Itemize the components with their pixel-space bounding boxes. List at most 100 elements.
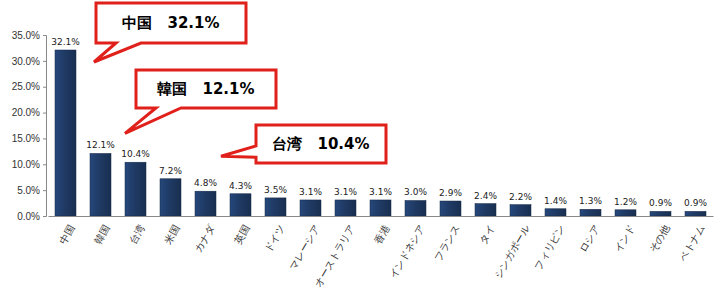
x-tick: ロシア (577, 223, 602, 254)
x-tick: ドイツ (262, 223, 287, 254)
y-tick: 5.0% (17, 185, 46, 196)
x-axis: 中国韓国台湾米国カナダ英国ドイツマレーシアオーストラリア香港インドネシアフランス… (49, 217, 714, 289)
x-tick-label: オーストラリア (312, 223, 357, 289)
bar (370, 200, 391, 216)
x-tick: 香港 (372, 223, 392, 246)
x-tick-label: フランス (432, 223, 462, 263)
x-tick: オーストラリア (312, 223, 357, 289)
data-label: 1.3% (579, 196, 602, 206)
bar (650, 211, 671, 216)
y-tick-label: 10.0% (12, 159, 40, 170)
bar (440, 201, 461, 216)
callout-box (94, 3, 246, 62)
x-tick: シンガポール (492, 223, 532, 280)
y-tick-mark (43, 61, 46, 62)
y-tick-mark (43, 190, 46, 191)
data-label: 1.2% (614, 197, 637, 207)
data-label: 10.4% (121, 149, 150, 159)
x-tick: インド (612, 223, 637, 254)
data-label: 1.4% (544, 196, 567, 206)
y-tick-label: 15.0% (12, 133, 40, 144)
y-tick-mark (43, 164, 46, 165)
data-label: 4.3% (229, 181, 252, 191)
bar (545, 209, 566, 216)
x-tick: 韓国 (92, 223, 112, 246)
bar (265, 198, 286, 216)
y-tick-label: 20.0% (12, 107, 40, 118)
data-label: 4.8% (194, 178, 217, 188)
x-tick: インドネシア (387, 223, 427, 280)
bar (160, 179, 181, 216)
x-tick-label: 中国 (57, 223, 77, 246)
data-label: 3.1% (299, 187, 322, 197)
y-tick-mark (43, 87, 46, 88)
y-tick: 10.0% (12, 159, 46, 170)
bar (615, 210, 636, 216)
x-tick-label: タイ (477, 223, 497, 246)
x-tick-label: その他 (647, 223, 672, 254)
y-axis: 0.0% 5.0% 10.0% 15.0% 20.0% 25.0% 30.0% 35.0% (12, 30, 47, 222)
data-label: 7.2% (159, 166, 182, 176)
y-tick-mark (43, 138, 46, 139)
data-label: 3.0% (404, 187, 427, 197)
x-axis-line (49, 216, 714, 217)
x-tick-label: 英国 (232, 223, 252, 246)
y-tick-label: 30.0% (12, 56, 40, 67)
y-tick-label: 0.0% (17, 211, 40, 222)
bar (580, 209, 601, 216)
annotations: 中国 32.1%韓国 12.1%台湾 10.4% (94, 3, 386, 163)
data-label: 2.2% (509, 192, 532, 202)
bars (55, 50, 706, 216)
bar (195, 191, 216, 216)
bar (335, 200, 356, 216)
y-tick: 30.0% (12, 56, 46, 67)
y-tick-label: 5.0% (17, 185, 40, 196)
x-tick-label: インドネシア (387, 223, 427, 280)
x-tick-label: マレーシア (287, 223, 322, 272)
y-tick: 20.0% (12, 107, 46, 118)
bar (405, 200, 426, 216)
callout-box (221, 125, 386, 163)
x-tick-label: カナダ (192, 222, 217, 254)
data-label: 3.1% (369, 187, 392, 197)
x-tick: マレーシア (287, 223, 322, 272)
x-tick: 台湾 (127, 223, 147, 246)
x-tick: タイ (477, 223, 497, 246)
x-tick-label: フィリピン (532, 223, 567, 272)
x-tick-label: 台湾 (127, 223, 147, 246)
y-tick: 0.0% (17, 211, 46, 222)
chart: 0.0% 5.0% 10.0% 15.0% 20.0% 25.0% 30.0% 35.0% 中国… (0, 0, 725, 290)
x-tick-label: シンガポール (492, 223, 532, 280)
data-label: 2.4% (474, 191, 497, 201)
data-label: 3.1% (334, 187, 357, 197)
x-tick-label: ロシア (577, 223, 602, 254)
x-tick: フィリピン (532, 223, 567, 272)
y-tick-label: 35.0% (12, 30, 40, 41)
y-tick-label: 25.0% (12, 81, 40, 92)
bar (475, 204, 496, 216)
callout-box (125, 70, 276, 133)
x-tick-label: 米国 (162, 223, 182, 246)
x-tick: 中国 (57, 223, 77, 246)
bar (90, 153, 111, 216)
x-tick: その他 (647, 223, 672, 254)
y-tick: 25.0% (12, 81, 46, 92)
data-label: 0.9% (684, 198, 707, 208)
x-tick-label: ベトナム (677, 223, 707, 263)
y-tick: 35.0% (12, 30, 46, 41)
x-tick: ベトナム (677, 223, 707, 263)
data-label: 0.9% (649, 198, 672, 208)
y-tick-mark (43, 113, 46, 114)
bar (300, 200, 321, 216)
x-tick: 英国 (232, 223, 252, 246)
x-tick: フランス (432, 223, 462, 263)
x-tick-label: ドイツ (262, 223, 287, 254)
x-tick-label: 香港 (372, 223, 392, 246)
bar (230, 194, 251, 216)
data-label: 12.1% (86, 140, 115, 150)
bar (125, 162, 146, 216)
callout-text: 台湾 10.4% (272, 135, 369, 153)
bar (510, 205, 531, 216)
x-tick: カナダ (192, 222, 217, 254)
y-tick: 15.0% (12, 133, 46, 144)
